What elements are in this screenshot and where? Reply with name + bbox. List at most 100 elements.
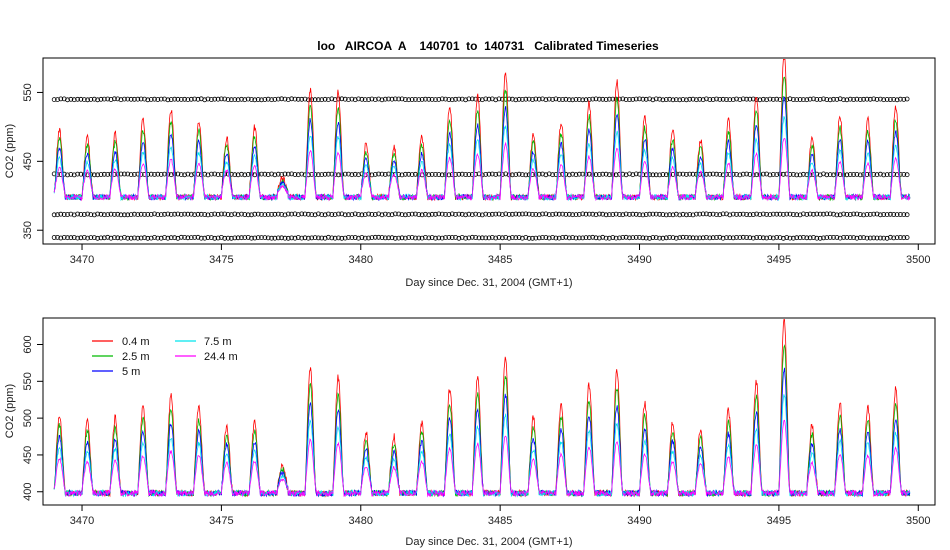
calibration-point <box>399 235 405 241</box>
calibration-point <box>597 235 602 241</box>
calibration-point <box>208 171 214 177</box>
calibration-point <box>131 171 137 177</box>
calibration-point <box>784 211 790 217</box>
calibration-point <box>118 212 124 218</box>
calibration-point <box>727 97 733 102</box>
calibration-point <box>232 235 238 241</box>
calibration-point <box>81 234 87 240</box>
calibration-point <box>854 171 860 177</box>
calibration-point <box>520 97 525 102</box>
calibration-point <box>797 235 803 241</box>
calibration-point <box>469 96 475 102</box>
calibration-point <box>225 212 231 217</box>
calibration-point <box>275 171 281 177</box>
calibration-point <box>694 97 699 103</box>
calibration-point <box>131 96 137 102</box>
calibration-point <box>366 211 372 217</box>
calibration-point <box>794 172 800 178</box>
calibration-point <box>580 211 586 217</box>
calibration-point <box>857 172 863 178</box>
calibration-point <box>874 172 880 178</box>
calibration-point <box>51 235 57 240</box>
calibration-point <box>824 211 830 217</box>
calibration-point <box>61 234 67 240</box>
calibration-point <box>744 235 749 240</box>
calibration-point <box>473 211 479 217</box>
calibration-point <box>215 211 221 217</box>
calibration-point <box>787 96 793 102</box>
calibration-point <box>91 96 97 102</box>
calibration-point <box>292 235 298 241</box>
calibration-point <box>58 211 64 217</box>
calibration-point <box>844 172 850 178</box>
calibration-point <box>178 211 184 217</box>
calibration-point <box>416 235 422 241</box>
calibration-point <box>51 212 57 218</box>
calibration-point <box>543 235 549 240</box>
calibration-point <box>791 97 796 102</box>
calibration-point <box>205 96 211 102</box>
calibration-point <box>593 235 599 241</box>
calibration-point <box>707 211 713 217</box>
calibration-point <box>781 211 786 217</box>
calibration-point <box>546 171 552 177</box>
calibration-point <box>881 212 887 217</box>
calibration-point <box>627 211 632 217</box>
calibration-point <box>697 211 703 217</box>
calibration-point <box>516 171 522 177</box>
calibration-point <box>841 234 846 240</box>
calibration-point <box>827 172 833 178</box>
calibration-point <box>774 172 780 178</box>
calibration-point <box>372 234 378 240</box>
calibration-point <box>396 211 402 217</box>
calibration-point <box>489 234 495 240</box>
calibration-point <box>429 97 435 102</box>
calibration-point <box>135 212 141 218</box>
calibration-point <box>523 96 529 102</box>
calibration-point <box>560 211 565 217</box>
calibration-point <box>439 96 445 102</box>
calibration-point <box>747 96 753 102</box>
bottom-panel: 3470 3475 3480 3485 3490 3495 3500 400 450 500 55… <box>4 317 936 548</box>
calibration-point <box>630 235 636 241</box>
calibration-point <box>607 172 612 178</box>
calibration-point <box>566 97 572 103</box>
calibration-point <box>228 212 234 218</box>
calibration-point <box>737 172 743 178</box>
calibration-point <box>78 235 84 241</box>
calibration-point <box>349 212 355 218</box>
calibration-point <box>640 235 646 241</box>
calibration-point <box>125 235 131 241</box>
calibration-point <box>125 171 131 177</box>
calibration-point <box>597 96 602 102</box>
calibration-point <box>687 96 693 102</box>
calibration-point <box>105 234 111 240</box>
calibration-point <box>178 172 184 178</box>
calibration-point <box>553 211 559 217</box>
calibration-point <box>503 211 509 217</box>
calibration-point <box>212 96 218 102</box>
calibration-point <box>429 211 435 217</box>
calibration-point <box>530 211 535 217</box>
calibration-point <box>422 211 428 217</box>
calibration-point <box>670 235 676 241</box>
calibration-point <box>416 212 422 217</box>
calibration-point <box>336 211 341 217</box>
calibration-point <box>426 235 432 241</box>
calibration-point <box>801 171 806 177</box>
calibration-point <box>342 171 348 177</box>
calibration-point <box>309 212 315 218</box>
calibration-point <box>533 211 539 217</box>
calibration-point <box>617 235 622 241</box>
calibration-point <box>232 97 238 102</box>
calibration-point <box>356 172 361 178</box>
calibration-point <box>888 211 893 217</box>
calibration-point <box>172 96 178 102</box>
calibration-point <box>523 211 529 217</box>
calibration-point <box>623 172 629 178</box>
calibration-point <box>362 235 368 241</box>
calibration-point <box>329 96 335 102</box>
calibration-point <box>667 212 672 218</box>
calibration-point <box>282 171 288 177</box>
calibration-point <box>540 235 545 240</box>
